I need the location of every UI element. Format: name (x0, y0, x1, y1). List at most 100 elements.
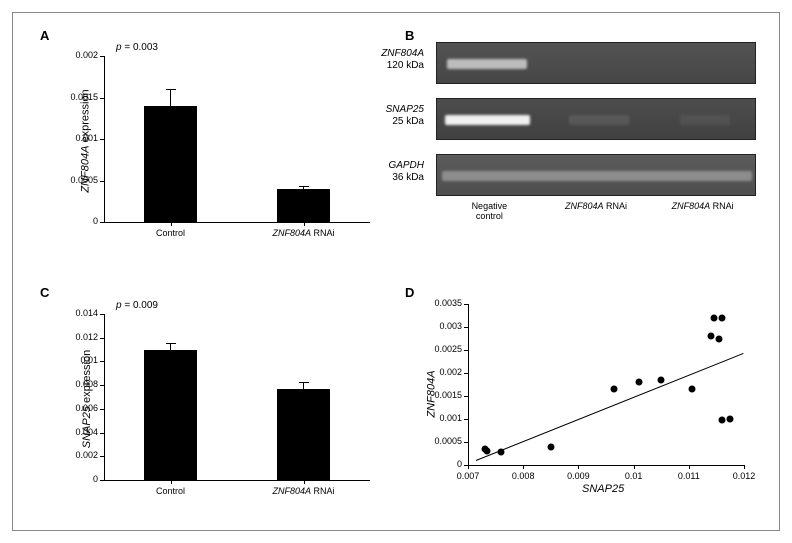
x-axis (468, 465, 744, 466)
scatter-point (727, 416, 734, 423)
ytick-mark (100, 181, 104, 182)
y-axis (104, 56, 105, 222)
ytick-mark (464, 442, 468, 443)
panel-c-label: C (40, 285, 49, 300)
ytick-label: 0.003 (422, 321, 462, 331)
xtick-mark (634, 465, 635, 469)
ytick-label: 0.0025 (422, 344, 462, 354)
ytick-label: 0.0005 (58, 175, 98, 185)
scatter-point (636, 379, 643, 386)
ytick-mark (100, 361, 104, 362)
error-cap (166, 89, 176, 90)
band (442, 171, 752, 181)
scatter-point (707, 333, 714, 340)
bar (144, 350, 197, 480)
ytick-mark (100, 314, 104, 315)
ytick-mark (100, 385, 104, 386)
ytick-label: 0.012 (58, 332, 98, 342)
blot-label: SNAP2525 kDa (364, 104, 424, 128)
band (447, 59, 527, 69)
scatter-point (718, 314, 725, 321)
panel-d-xlabel: SNAP25 (582, 483, 624, 495)
xtick-mark (468, 465, 469, 469)
scatter-point (658, 376, 665, 383)
lane-label: Negativecontrol (472, 202, 508, 222)
ytick-mark (464, 304, 468, 305)
scatter-point (498, 449, 505, 456)
ytick-label: 0.0005 (422, 436, 462, 446)
ytick-label: 0.002 (58, 450, 98, 460)
band (680, 115, 730, 125)
xtick-mark (578, 465, 579, 469)
bar (277, 389, 330, 480)
xtick-mark (304, 222, 305, 226)
blot-label: GAPDH36 kDa (364, 160, 424, 184)
ytick-label: 0.001 (58, 133, 98, 143)
scatter-point (688, 386, 695, 393)
ytick-mark (464, 373, 468, 374)
xtick-mark (171, 222, 172, 226)
ytick-label: 0.0015 (422, 390, 462, 400)
lane-label: ZNF804A RNAi (565, 202, 627, 212)
ytick-label: 0.006 (58, 403, 98, 413)
scatter-point (611, 386, 618, 393)
xtick-mark (171, 480, 172, 484)
y-axis (468, 304, 469, 465)
xtick-mark (523, 465, 524, 469)
y-axis (104, 314, 105, 480)
error-bar (303, 382, 304, 389)
error-bar (170, 89, 171, 106)
ytick-label: 0.014 (58, 308, 98, 318)
blot-label: ZNF804A120 kDa (364, 48, 424, 72)
ytick-mark (464, 396, 468, 397)
blot-image (436, 154, 756, 196)
ytick-label: 0.002 (58, 50, 98, 60)
lane-label: ZNF804A RNAi (672, 202, 734, 212)
ytick-label: 0.004 (58, 427, 98, 437)
panel-a-chart: ZNF804A expression p = 0.003 00.00050.00… (100, 40, 370, 240)
x-axis (104, 222, 370, 223)
xtick-mark (304, 480, 305, 484)
band (445, 115, 530, 125)
panel-c-chart: SNAP25 expression p = 0.009 00.0020.0040… (100, 298, 370, 498)
xtick-label: 0.012 (733, 471, 756, 481)
panel-a-label: A (40, 28, 49, 43)
ytick-mark (100, 222, 104, 223)
ytick-label: 0.0035 (422, 298, 462, 308)
blot-image (436, 98, 756, 140)
xtick-label: 0.011 (678, 471, 700, 481)
xtick-mark (744, 465, 745, 469)
ytick-label: 0 (422, 459, 462, 469)
ytick-mark (100, 480, 104, 481)
error-cap (299, 382, 309, 383)
panel-d-chart: ZNF804A 00.00050.0010.00150.0020.00250.0… (460, 298, 750, 493)
ytick-label: 0 (58, 474, 98, 484)
scatter-point (718, 416, 725, 423)
ytick-mark (100, 98, 104, 99)
scatter-point (716, 335, 723, 342)
ytick-mark (100, 409, 104, 410)
bar (277, 189, 330, 222)
ytick-mark (100, 338, 104, 339)
panel-d-label: D (405, 285, 414, 300)
xtick-label: 0.008 (512, 471, 535, 481)
xtick-label: ZNF804A RNAi (272, 228, 334, 238)
panel-b-label: B (405, 28, 414, 43)
panel-a-pvalue: p = 0.003 (116, 42, 158, 53)
xtick-label: 0.007 (457, 471, 480, 481)
ytick-mark (100, 139, 104, 140)
xtick-label: ZNF804A RNAi (272, 486, 334, 496)
ytick-mark (100, 433, 104, 434)
ytick-label: 0.001 (422, 413, 462, 423)
blot-image (436, 42, 756, 84)
ytick-mark (464, 419, 468, 420)
ytick-mark (464, 350, 468, 351)
x-axis (104, 480, 370, 481)
error-cap (299, 186, 309, 187)
ytick-label: 0.0015 (58, 92, 98, 102)
ytick-mark (100, 56, 104, 57)
scatter-point (484, 448, 491, 455)
xtick-label: 0.009 (567, 471, 590, 481)
xtick-label: Control (156, 228, 185, 238)
xtick-label: 0.01 (625, 471, 643, 481)
